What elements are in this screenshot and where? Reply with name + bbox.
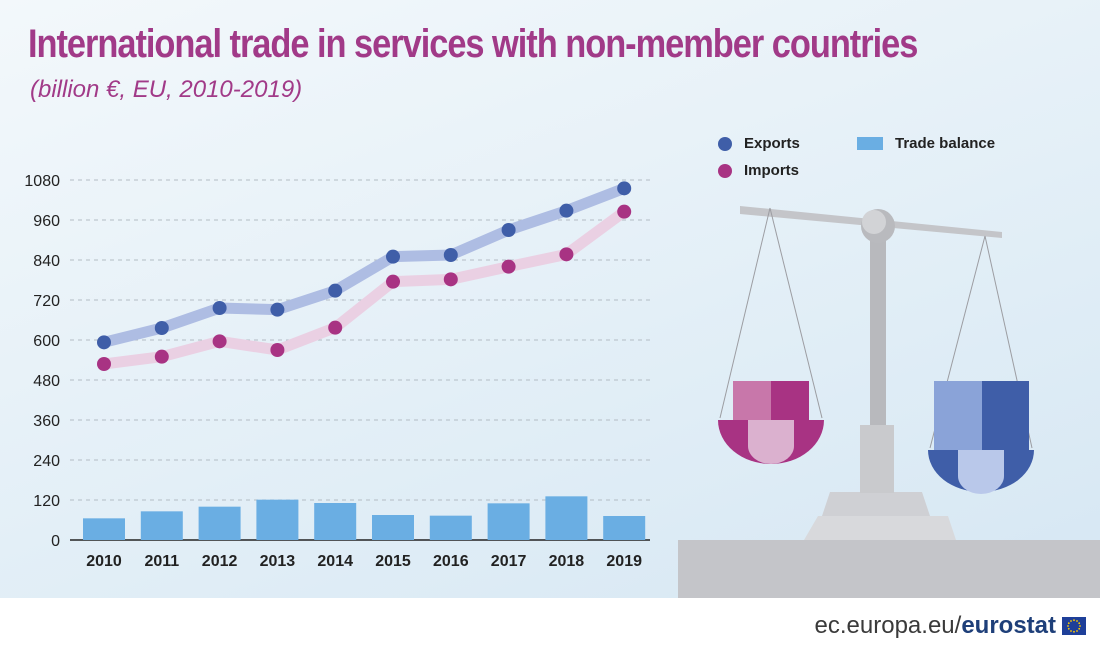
data-point-1 <box>328 320 343 335</box>
chart-subtitle: (billion €, EU, 2010-2019) <box>30 76 303 103</box>
data-point-1 <box>212 334 227 349</box>
trade-balance-bar <box>198 506 241 540</box>
trade-balance-bar <box>256 499 299 540</box>
data-point-0 <box>501 223 516 237</box>
data-point-0 <box>559 203 574 218</box>
x-tick-label: 2018 <box>549 553 585 570</box>
legend-imports-label: Imports <box>744 162 800 179</box>
scale-base-upper <box>822 492 930 516</box>
x-tick-label: 2017 <box>491 553 527 570</box>
scale-base-lower <box>804 516 956 540</box>
x-tick-label: 2010 <box>86 553 122 570</box>
data-point-1 <box>443 272 458 287</box>
data-point-1 <box>154 349 169 364</box>
data-point-0 <box>443 248 458 262</box>
exports-pan-highlight <box>958 450 1004 494</box>
y-tick-label: 120 <box>33 493 60 510</box>
brand-name-text: eurostat <box>961 612 1056 639</box>
series-lines <box>98 182 630 370</box>
trade-balance-bar <box>603 516 646 540</box>
legend-exports-marker <box>718 136 732 151</box>
data-point-0 <box>617 181 632 196</box>
left-pan-string <box>719 207 771 419</box>
data-point-1 <box>386 274 400 289</box>
trade-balance-bar <box>140 511 183 540</box>
chart-title: International trade in services with non… <box>28 22 918 66</box>
data-point-1 <box>270 343 285 357</box>
legend-trade-balance: Trade balance <box>857 135 995 152</box>
y-tick-label: 360 <box>33 413 60 430</box>
scale-column <box>860 425 894 493</box>
y-tick-label: 480 <box>33 373 60 390</box>
series-points <box>97 181 632 371</box>
y-tick-label: 240 <box>33 453 60 470</box>
imports-pan-highlight <box>748 420 794 464</box>
exports-box-left <box>934 381 982 451</box>
scale-pivot-highlight <box>862 210 886 234</box>
legend-trade-balance-label: Trade balance <box>895 135 996 152</box>
data-point-1 <box>501 259 516 274</box>
x-tick-label: 2015 <box>375 553 411 570</box>
footer: ec.europa.eu/eurostat <box>0 598 1100 650</box>
x-tick-label: 2019 <box>606 553 642 570</box>
x-tick-label: 2016 <box>433 553 469 570</box>
series-line-1 <box>98 206 630 370</box>
y-tick-label: 0 <box>51 533 60 550</box>
x-tick-label: 2012 <box>202 553 238 570</box>
series-line-0 <box>98 182 630 348</box>
data-point-0 <box>97 335 111 350</box>
y-tick-label: 1080 <box>24 173 60 190</box>
y-tick-label: 720 <box>33 293 60 310</box>
legend-imports-marker <box>718 163 732 178</box>
x-tick-label: 2014 <box>317 553 353 570</box>
data-point-0 <box>328 283 343 298</box>
imports-box-left <box>733 381 771 423</box>
y-tick-label: 840 <box>33 253 60 270</box>
legend-imports: Imports <box>718 162 799 179</box>
data-point-0 <box>270 302 285 317</box>
legend-exports: Exports <box>718 135 800 152</box>
trade-balance-bar <box>429 515 472 540</box>
x-tick-label: 2013 <box>260 553 296 570</box>
trade-balance-bar <box>83 518 125 540</box>
data-point-0 <box>386 249 400 264</box>
y-tick-label: 960 <box>33 213 60 230</box>
scale-pole <box>870 238 886 425</box>
balance-scale-illustration <box>678 206 1100 598</box>
floor-platform <box>678 540 1100 598</box>
trade-balance-bars <box>83 496 646 540</box>
brand-site-text: ec.europa.eu/ <box>814 612 962 639</box>
y-axis-ticks: 0 120 240 360 480 600 720 840 960 1080 <box>24 173 60 550</box>
data-point-0 <box>212 301 227 315</box>
left-pan-string <box>769 207 823 419</box>
legend-trade-balance-marker <box>857 137 883 150</box>
data-point-1 <box>617 204 632 219</box>
data-point-1 <box>97 357 111 371</box>
trade-balance-bar <box>545 496 588 540</box>
trade-balance-bar <box>314 503 357 540</box>
eu-flag-icon <box>1062 617 1086 635</box>
data-point-0 <box>154 321 169 335</box>
imports-box-right <box>771 381 809 423</box>
trade-balance-bar <box>487 503 530 540</box>
x-axis-ticks: 2010 2011 2012 2013 2014 2015 2016 2017 2018 2019 <box>86 553 642 570</box>
eurostat-brand: ec.europa.eu/eurostat <box>815 612 1056 640</box>
exports-box-right <box>982 381 1029 451</box>
x-tick-label: 2011 <box>144 553 179 570</box>
data-point-1 <box>559 247 574 262</box>
legend-exports-label: Exports <box>744 135 800 152</box>
y-tick-label: 600 <box>33 333 60 350</box>
trade-balance-bar <box>372 515 414 540</box>
